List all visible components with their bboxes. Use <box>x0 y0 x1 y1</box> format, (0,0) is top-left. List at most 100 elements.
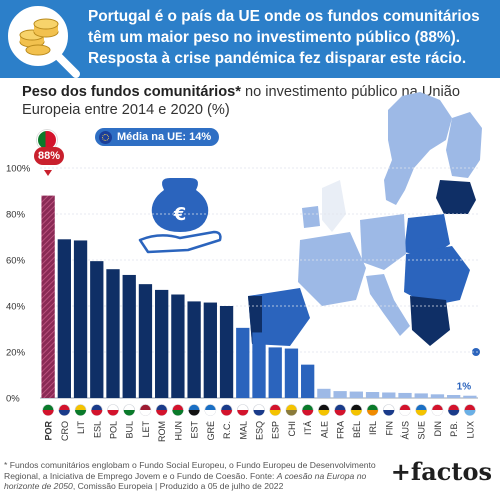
y-tick-label: 100% <box>6 164 31 175</box>
lowest-value-label: 1% <box>457 382 472 393</box>
x-tick-label: ÁUS <box>401 421 411 440</box>
eu-average-label: Média na UE: 14% <box>117 131 212 143</box>
bar-ESL <box>90 261 104 398</box>
svg-text:€: € <box>173 204 187 225</box>
bar-IRL <box>365 392 380 398</box>
x-tick-label: MAL <box>238 421 248 440</box>
y-axis-ticks: 0% 20% 40% 60% 80% 100% <box>6 164 31 405</box>
x-tick-label: ALE <box>319 421 329 438</box>
flag-icon-BUL <box>123 404 136 416</box>
flag-icon-CRO <box>58 404 71 416</box>
header-banner: Portugal é o país da UE onde os fundos c… <box>0 0 500 78</box>
flag-icon-ESP <box>269 404 282 416</box>
flag-icon-BÉL <box>350 404 363 416</box>
bar-ESP <box>268 347 282 398</box>
flag-icon-POL <box>107 404 119 416</box>
brand-logo: +factos <box>390 457 492 486</box>
bar-CRO <box>57 239 71 398</box>
flag-icon-DIN <box>431 404 444 416</box>
x-tick-label: ESL <box>92 421 102 438</box>
x-tick-label: FIN <box>384 421 394 436</box>
portugal-value-badge: 88% <box>34 147 64 165</box>
map-france <box>298 232 366 306</box>
bar-POL <box>106 269 120 398</box>
portugal-arrow-icon <box>44 170 52 176</box>
x-tick-label: SUE <box>417 421 427 440</box>
map-poland <box>404 214 450 258</box>
bar-ROM <box>155 289 169 398</box>
flag-icon-HUN <box>172 404 184 416</box>
country-flags <box>42 404 476 416</box>
x-tick-label: DIN <box>433 421 443 437</box>
flag-icon-CHI <box>285 404 298 416</box>
flag-icon-IRL <box>366 404 379 416</box>
x-tick-label: LET <box>141 421 151 438</box>
flag-icon-LIT <box>74 404 87 416</box>
flag-icon-GRÉ <box>204 404 217 416</box>
flag-icon-P.B. <box>447 404 460 416</box>
x-tick-label: LUX <box>465 421 475 439</box>
map-balkans <box>410 296 450 346</box>
bar-LET <box>138 284 153 398</box>
flag-icon-ESL <box>90 404 103 416</box>
flag-icon-R.C. <box>220 404 233 416</box>
bar-CHI <box>284 348 299 398</box>
bar-LUX <box>463 395 477 398</box>
x-tick-label: LIT <box>76 421 86 435</box>
map-eastern-europe <box>404 246 470 306</box>
bar-ÁUS <box>398 392 412 398</box>
flag-icon-ALE <box>318 404 330 416</box>
flag-icon-ÁUS <box>399 404 411 416</box>
bar-ITÁ <box>301 364 315 398</box>
x-tick-label: ITÁ <box>303 421 313 435</box>
y-tick-label: 60% <box>6 256 26 267</box>
subtitle-bold: Peso dos fundos comunitários* <box>22 84 241 100</box>
map-scandinavia <box>384 92 452 205</box>
map-iberia <box>248 288 310 346</box>
eu-flag-icon <box>99 130 112 144</box>
bar-R.C. <box>219 306 234 398</box>
flag-icon-FIN <box>382 404 395 416</box>
x-tick-label: EST <box>190 421 200 439</box>
bar-LIT <box>73 240 88 398</box>
map-italy <box>366 274 410 336</box>
footnote: * Fundos comunitários englobam o Fundo S… <box>4 460 404 492</box>
bar-BÉL <box>349 391 363 398</box>
x-tick-label: P.B. <box>449 421 459 437</box>
x-tick-label: FRA <box>336 421 346 439</box>
map-baltics <box>436 180 476 214</box>
x-tick-label: IRL <box>368 421 378 435</box>
x-tick-label: POL <box>109 421 119 439</box>
bar-POR <box>41 195 55 398</box>
headline: Portugal é o país da UE onde os fundos c… <box>88 8 480 67</box>
x-tick-label: ROM <box>157 421 167 442</box>
map-finland <box>446 112 482 178</box>
x-tick-label: ESQ <box>255 421 265 440</box>
eu-map <box>248 92 482 356</box>
footnote-text: * Fundos comunitários englobam o Fundo S… <box>4 460 376 481</box>
bar-FRA <box>333 391 347 398</box>
flag-icon-EST <box>188 404 200 416</box>
map-ireland <box>302 206 320 228</box>
bar-ALE <box>317 388 331 398</box>
bar-FIN <box>382 392 396 398</box>
flag-icon-ROM <box>155 404 168 416</box>
flag-icon-MAL <box>236 404 249 416</box>
x-axis-labels: POR CRO LIT ESL POL BUL LET ROM HUN EST GRÉ R.C. MAL… <box>44 421 476 442</box>
map-uk <box>322 180 346 232</box>
bar-ESQ <box>252 332 266 398</box>
x-tick-label: ESP <box>271 421 281 439</box>
map-portugal <box>248 296 262 344</box>
x-tick-label: CHI <box>287 421 297 437</box>
map-germany <box>360 214 406 270</box>
bar-chart: € 0% 20% 40% 60% 80% 100% POR CRO LIT ESL POL BUL L… <box>6 92 482 442</box>
bar-EST <box>187 301 201 398</box>
x-tick-label: HUN <box>173 421 183 441</box>
flag-icon-ITÁ <box>301 404 314 416</box>
bar-GRÉ <box>203 302 217 398</box>
bar-HUN <box>171 294 185 398</box>
coins-magnifier-icon <box>8 6 80 78</box>
footnote-source-rest: , Comissão Europeia | Produzido a 05 de … <box>72 481 284 492</box>
flag-icon-ESQ <box>253 404 265 416</box>
x-tick-label: R.C. <box>222 421 232 439</box>
